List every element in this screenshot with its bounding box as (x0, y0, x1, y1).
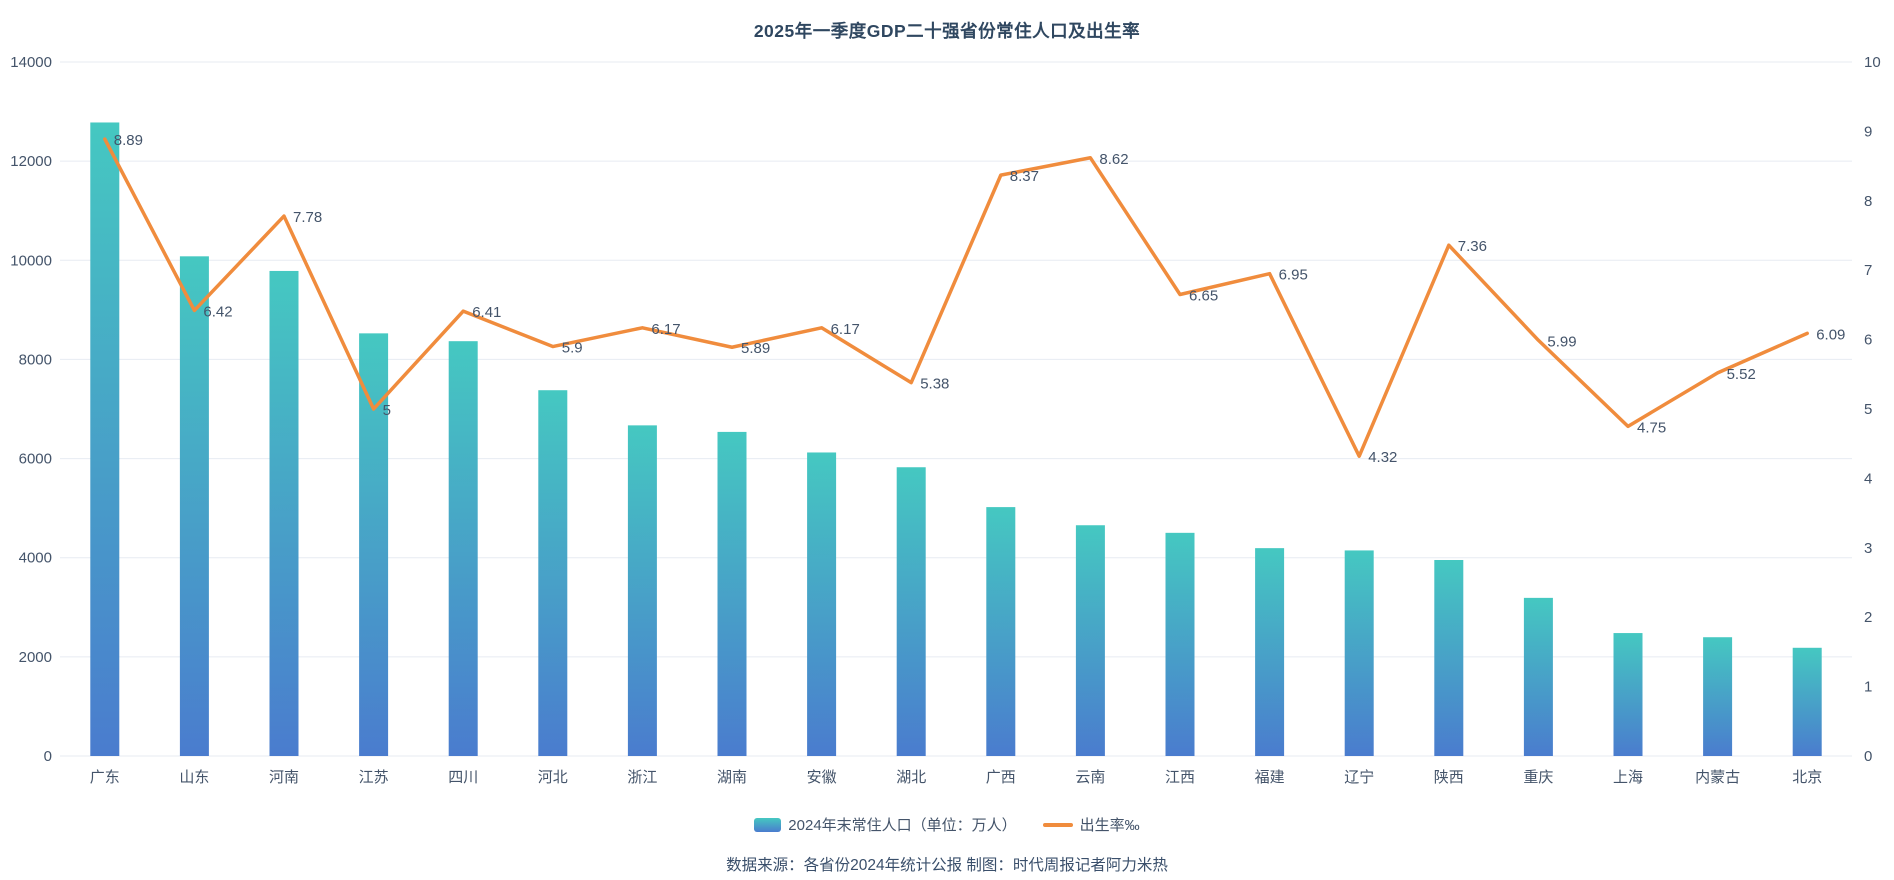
x-label-陕西: 陕西 (1434, 769, 1464, 786)
point-label-广东: 8.89 (114, 132, 143, 149)
bar-山东[interactable] (179, 256, 209, 756)
legend-label-population: 2024年末常住人口（单位：万人） (788, 817, 1017, 834)
x-label-上海: 上海 (1613, 769, 1643, 786)
bar-广西[interactable] (986, 507, 1016, 756)
x-label-湖北: 湖北 (896, 769, 926, 786)
right-axis-tick: 0 (1864, 748, 1872, 765)
bar-江西[interactable] (1165, 532, 1195, 756)
bar-浙江[interactable] (627, 425, 657, 756)
line-series-swatch (1042, 822, 1073, 827)
x-label-四川: 四川 (448, 769, 478, 786)
bar-安徽[interactable] (807, 452, 837, 756)
x-label-辽宁: 辽宁 (1344, 769, 1374, 786)
bar-河北[interactable] (538, 390, 568, 756)
x-label-安徽: 安徽 (807, 769, 837, 786)
left-axis-tick: 14000 (10, 54, 52, 71)
point-label-河南: 7.78 (293, 209, 322, 226)
bar-北京[interactable] (1792, 647, 1822, 756)
chart-title: 2025年一季度GDP二十强省份常住人口及出生率 (753, 21, 1141, 41)
point-label-云南: 8.62 (1099, 151, 1128, 168)
point-label-湖北: 5.38 (920, 376, 949, 393)
point-label-山东: 6.42 (203, 303, 232, 320)
left-axis-tick: 6000 (19, 451, 52, 468)
bar-上海[interactable] (1613, 633, 1643, 756)
legend: 2024年末常住人口（单位：万人） 出生率‰ (0, 814, 1894, 835)
right-axis-tick: 2 (1864, 609, 1872, 626)
point-label-北京: 6.09 (1816, 326, 1845, 343)
source-note: 数据来源：各省份2024年统计公报 制图：时代周报记者阿力米热 (726, 857, 1168, 874)
bar-福建[interactable] (1255, 548, 1285, 756)
right-axis-tick: 3 (1864, 540, 1872, 557)
chart-canvas: 0 2000 4000 6000 8000 10000 12000 14000 0 1 2 3 4 5 6 7… (10, 54, 1881, 786)
point-label-内蒙古: 5.52 (1727, 366, 1756, 383)
point-label-四川: 6.41 (472, 304, 501, 321)
bar-云南[interactable] (1075, 525, 1105, 756)
point-label-广西: 8.37 (1010, 168, 1039, 185)
bar-辽宁[interactable] (1344, 550, 1374, 756)
right-axis-tick: 10 (1864, 54, 1881, 71)
left-axis-tick: 2000 (19, 649, 52, 666)
bar-四川[interactable] (448, 341, 478, 756)
birth-rate-line[interactable] (103, 137, 1809, 458)
x-label-浙江: 浙江 (627, 769, 657, 786)
point-label-辽宁: 4.32 (1368, 449, 1397, 466)
x-label-福建: 福建 (1255, 769, 1285, 786)
point-label-浙江: 6.17 (651, 321, 680, 338)
x-label-河北: 河北 (538, 769, 568, 786)
bar-江苏[interactable] (359, 333, 389, 756)
x-label-内蒙古: 内蒙古 (1695, 769, 1740, 786)
point-label-江西: 6.65 (1189, 287, 1218, 304)
point-label-陕西: 7.36 (1458, 238, 1487, 255)
right-axis-tick: 1 (1864, 679, 1872, 696)
left-axis-tick: 4000 (19, 550, 52, 567)
left-axis-tick: 12000 (10, 153, 52, 170)
legend-label-birthrate: 出生率‰ (1079, 817, 1140, 834)
left-axis-tick: 10000 (10, 252, 52, 269)
point-label-江苏: 5 (383, 402, 391, 419)
bar-内蒙古[interactable] (1703, 637, 1733, 756)
point-label-福建: 6.95 (1279, 267, 1308, 284)
bar-series-swatch (754, 817, 782, 832)
x-label-江西: 江西 (1165, 769, 1195, 786)
bar-湖南[interactable] (717, 431, 747, 756)
x-label-广东: 广东 (90, 769, 120, 786)
bar-河南[interactable] (269, 270, 299, 756)
point-label-湖南: 5.89 (741, 340, 770, 357)
x-label-北京: 北京 (1792, 769, 1822, 786)
bar-广东[interactable] (90, 122, 120, 756)
x-label-重庆: 重庆 (1523, 769, 1553, 786)
right-axis-tick: 4 (1864, 470, 1872, 487)
left-axis-tick: 0 (44, 748, 52, 765)
left-axis-tick: 8000 (19, 351, 52, 368)
right-axis-tick: 5 (1864, 401, 1872, 418)
x-label-湖南: 湖南 (717, 769, 747, 786)
x-label-广西: 广西 (986, 769, 1016, 786)
x-label-河南: 河南 (269, 769, 299, 786)
legend-item-population[interactable]: 2024年末常住人口（单位：万人） (754, 814, 1017, 835)
x-label-云南: 云南 (1075, 769, 1105, 786)
right-axis-tick: 6 (1864, 332, 1872, 349)
x-label-江苏: 江苏 (359, 769, 389, 786)
point-label-重庆: 5.99 (1547, 333, 1576, 350)
x-label-山东: 山东 (179, 769, 209, 786)
right-axis-tick: 8 (1864, 193, 1872, 210)
point-label-河北: 5.9 (562, 340, 583, 357)
bar-重庆[interactable] (1523, 597, 1553, 756)
point-label-安徽: 6.17 (831, 321, 860, 338)
bar-陕西[interactable] (1434, 559, 1464, 756)
legend-item-birthrate[interactable]: 出生率‰ (1042, 814, 1140, 835)
right-axis-tick: 9 (1864, 123, 1872, 140)
bar-湖北[interactable] (896, 467, 926, 756)
right-axis-tick: 7 (1864, 262, 1872, 279)
point-label-上海: 4.75 (1637, 419, 1666, 436)
